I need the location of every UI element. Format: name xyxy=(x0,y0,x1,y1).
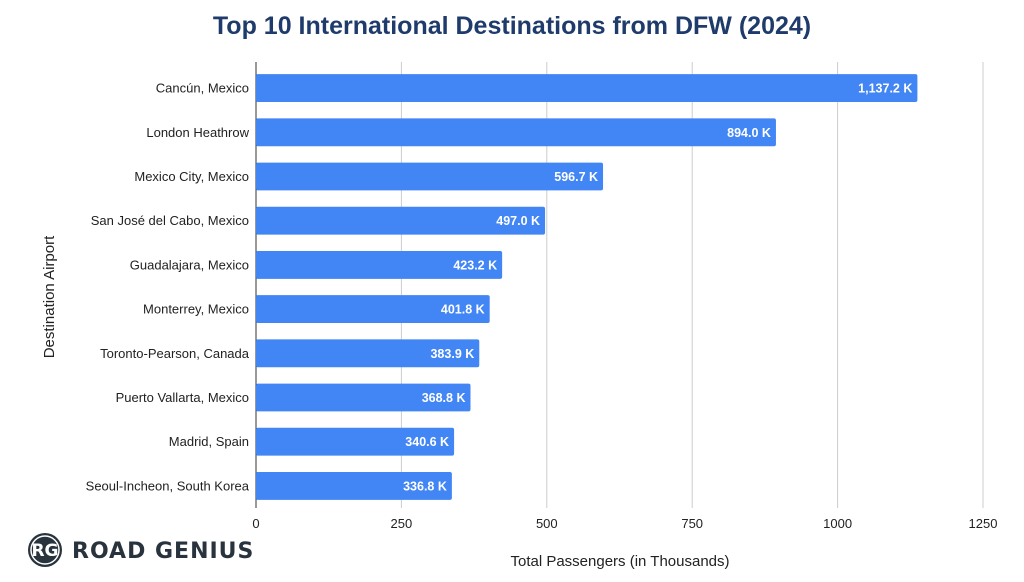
category-label: Guadalajara, Mexico xyxy=(130,257,249,272)
x-tick-label: 0 xyxy=(252,516,259,531)
bars-group: 1,137.2 K 894.0 K 596.7 K 497.0 K 423.2 K 401… xyxy=(256,74,918,500)
bar xyxy=(256,250,503,279)
chart-title: Top 10 International Destinations from D… xyxy=(213,12,811,40)
bar-data-label: 340.6 K xyxy=(405,435,449,449)
logo-wordmark: ROAD GENIUS xyxy=(72,539,254,564)
bar-data-label: 1,137.2 K xyxy=(858,82,912,96)
category-label: Mexico City, Mexico xyxy=(134,169,249,184)
bar xyxy=(256,339,480,368)
bar xyxy=(256,74,918,103)
category-label: Madrid, Spain xyxy=(169,434,249,449)
x-tick-label: 1000 xyxy=(823,516,852,531)
x-tick-label: 250 xyxy=(391,516,413,531)
category-label: San José del Cabo, Mexico xyxy=(91,213,249,228)
bar-data-label: 596.7 K xyxy=(554,170,598,184)
x-tick-label: 500 xyxy=(536,516,558,531)
bar-data-label: 894.0 K xyxy=(727,126,771,140)
x-axis-title: Total Passengers (in Thousands) xyxy=(510,553,729,570)
category-label: Monterrey, Mexico xyxy=(143,302,249,317)
bar xyxy=(256,471,452,500)
bar xyxy=(256,427,455,456)
category-labels: Cancún, Mexico London Heathrow Mexico City… xyxy=(86,81,250,494)
bar xyxy=(256,206,546,235)
x-tick-labels: 0 250 500 750 1000 1250 xyxy=(252,516,997,531)
category-label: Cancún, Mexico xyxy=(156,81,249,96)
category-label: Toronto-Pearson, Canada xyxy=(100,346,250,361)
bar xyxy=(256,118,776,147)
bar xyxy=(256,383,471,412)
logo-badge-ring xyxy=(30,535,60,565)
bar-data-label: 423.2 K xyxy=(453,258,497,272)
bar-data-label: 336.8 K xyxy=(403,479,447,493)
category-label: Seoul-Incheon, South Korea xyxy=(86,478,250,493)
bar xyxy=(256,162,604,191)
category-label: London Heathrow xyxy=(146,125,249,140)
logo-monogram: RG xyxy=(31,541,58,561)
logo-badge-icon xyxy=(28,533,62,567)
bar-data-label: 383.9 K xyxy=(430,347,474,361)
y-axis-title: Destination Airport xyxy=(41,235,58,358)
x-tick-label: 750 xyxy=(681,516,703,531)
bar-data-label: 497.0 K xyxy=(496,214,540,228)
road-genius-logo: RG ROAD GENIUS xyxy=(28,533,254,567)
x-tick-label: 1250 xyxy=(969,516,998,531)
bar-data-label: 401.8 K xyxy=(441,303,485,317)
category-label: Puerto Vallarta, Mexico xyxy=(116,390,249,405)
bar xyxy=(256,295,490,324)
bar-data-label: 368.8 K xyxy=(422,391,466,405)
